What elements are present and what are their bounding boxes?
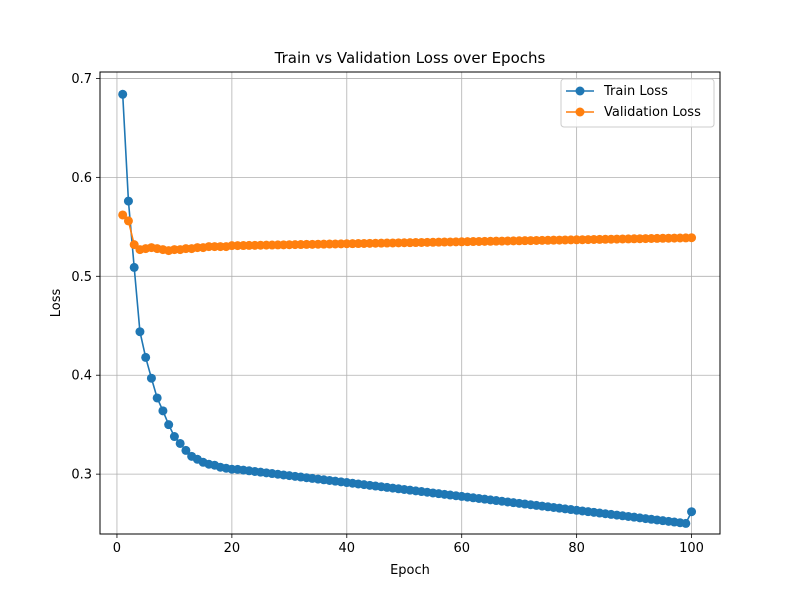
legend-marker-validation — [575, 107, 585, 117]
train-loss-point — [181, 445, 191, 455]
x-axis-label: Epoch — [390, 563, 430, 578]
validation-loss-point — [118, 210, 128, 220]
train-loss-point — [135, 327, 145, 337]
x-tick-label: 100 — [679, 541, 704, 556]
train-loss-point — [158, 406, 168, 416]
plot-frame — [99, 71, 721, 535]
train-loss-point — [687, 507, 697, 517]
x-tick-label: 60 — [453, 541, 470, 556]
legend-label-validation: Validation Loss — [604, 105, 701, 120]
series-layer — [118, 89, 697, 528]
y-tick-label: 0.5 — [71, 270, 92, 285]
legend-label-train: Train Loss — [603, 84, 668, 99]
x-tick-label: 80 — [568, 541, 585, 556]
ticks: 0 20 40 60 80 100 0.3 0.4 0.5 0.6 0.7 — [71, 72, 704, 556]
train-loss-point — [152, 393, 162, 403]
y-tick-label: 0.7 — [71, 72, 92, 87]
train-loss-point — [129, 262, 139, 272]
grid — [100, 72, 720, 534]
x-tick-label: 0 — [113, 541, 121, 556]
validation-loss-point — [123, 216, 133, 226]
legend-box — [560, 78, 715, 128]
x-tick-label: 20 — [224, 541, 241, 556]
y-axis-label: Loss — [49, 289, 64, 318]
y-tick-label: 0.6 — [71, 171, 92, 186]
train-loss-point — [118, 89, 128, 99]
train-loss-point — [681, 518, 691, 528]
train-loss-point — [169, 432, 179, 442]
legend: Train Loss Validation Loss — [560, 78, 715, 128]
train-loss-point — [146, 373, 156, 383]
x-tick-label: 40 — [339, 541, 356, 556]
legend-marker-train — [575, 86, 585, 96]
train-loss-point — [175, 438, 185, 448]
train-loss-point — [123, 196, 133, 206]
chart-title: Train vs Validation Loss over Epochs — [274, 49, 546, 67]
y-tick-label: 0.3 — [71, 468, 92, 483]
train-loss-point — [141, 352, 151, 362]
validation-loss-point — [687, 233, 697, 243]
y-tick-label: 0.4 — [71, 369, 92, 384]
train-loss-point — [164, 420, 174, 430]
